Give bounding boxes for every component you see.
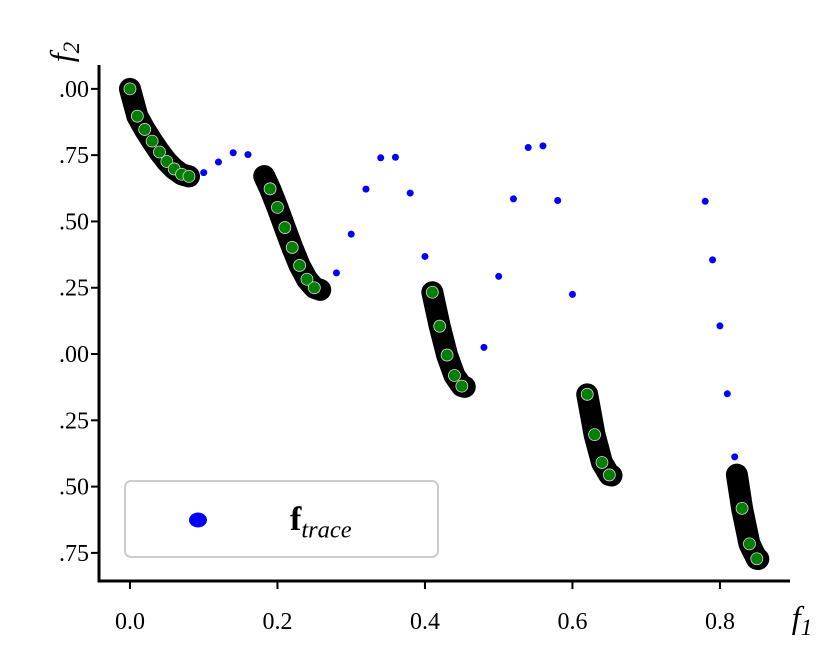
point [539,142,547,150]
point [425,285,439,299]
point [153,145,166,159]
point [347,230,355,238]
point [568,290,576,298]
point [580,387,594,401]
x-axis-label: f1 [792,599,812,640]
point [750,552,764,566]
y-tick-label: .50 [59,475,89,501]
point [554,196,562,204]
point [440,348,454,362]
point [300,272,314,286]
y-tick-label: .00 [59,342,89,368]
point [391,153,399,161]
point [448,369,461,382]
point [244,151,252,159]
y-axis-label: f2 [43,41,84,62]
point [701,197,709,205]
x-tick-label: 0.0 [115,609,145,635]
point [731,453,739,461]
legend-label: ftrace [290,501,352,543]
point [229,149,237,157]
point [214,158,222,166]
point [480,343,488,351]
point [509,195,517,203]
point [285,241,299,254]
y-tick-label: .75 [59,541,89,567]
point [716,322,724,330]
legend-marker [189,512,207,528]
point [278,221,292,234]
point [723,390,731,398]
point [182,169,196,183]
point [455,379,469,393]
point [735,501,749,515]
point [362,185,370,193]
x-tick-label: 0.8 [705,609,735,635]
point [200,169,208,177]
x-tick-label: 0.6 [557,609,587,635]
point [293,259,306,272]
point [602,468,616,482]
point [421,252,429,260]
y-tick-label: .50 [59,209,89,235]
legend-box [124,480,439,558]
point [263,182,277,196]
point [307,281,321,295]
x-tick-label: 0.2 [262,609,292,635]
y-tick-label: .25 [59,408,89,434]
point [524,143,532,151]
point [588,428,601,442]
y-tick-label: .00 [59,77,89,103]
point [595,456,609,469]
point [709,256,717,264]
y-tick-label: .75 [59,143,89,169]
point [138,123,152,136]
point [406,189,414,197]
y-tick-label: .25 [59,276,89,302]
point [743,537,756,551]
point [377,154,385,162]
point [123,82,137,96]
point [433,319,447,333]
point [332,269,340,277]
point [271,200,284,214]
point [145,134,159,148]
point [130,109,144,123]
point [495,272,503,280]
x-tick-label: 0.4 [410,609,440,635]
